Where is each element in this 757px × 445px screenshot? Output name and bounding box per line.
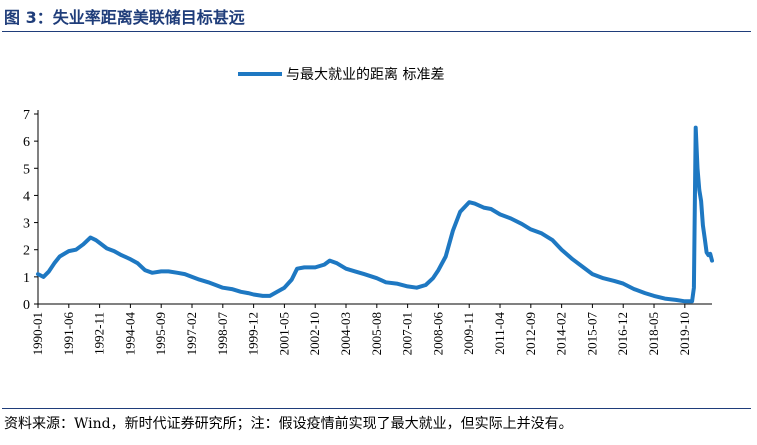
x-tick-label: 2008-06 [430,312,445,356]
y-tick-label: 0 [23,298,30,313]
x-tick-label: 2004-03 [338,312,353,355]
y-tick-label: 1 [23,271,30,286]
x-tick-label: 2015-07 [584,312,599,356]
x-tick-label: 1992-11 [92,312,107,355]
x-tick-label: 2012-09 [523,312,538,355]
y-tick-label: 2 [23,244,30,259]
y-tick-label: 6 [23,135,30,150]
x-tick-label: 2014-02 [554,312,569,355]
y-tick-label: 3 [23,217,30,232]
x-tick-label: 2007-01 [400,312,415,355]
x-tick-label: 1999-12 [246,312,261,355]
axes [37,110,712,305]
x-tick-label: 1991-06 [61,312,76,356]
y-tick-label: 4 [23,189,30,204]
x-tick-label: 2002-10 [307,312,322,355]
x-tick-label: 2001-05 [276,312,291,355]
title-divider [2,31,751,32]
legend-label: 与最大就业的距离 标准差 [286,66,444,83]
y-tick-label: 7 [23,108,30,123]
x-tick-label: 2005-08 [369,312,384,355]
y-axis-ticks: 0 1 2 3 4 5 6 7 [23,108,38,313]
x-axis-ticks: 1990-01 1991-06 1992-11 1994-04 1995-09 1997-… [30,304,692,355]
x-tick-label: 2018-05 [646,312,661,355]
x-tick-label: 2011-04 [492,312,507,355]
source-divider [2,408,751,409]
legend: 与最大就业的距离 标准差 [238,66,444,83]
x-tick-label: 2016-12 [615,312,630,355]
x-tick-label: 1990-01 [30,312,45,355]
series-line [36,125,714,304]
x-tick-label: 1998-07 [215,312,230,356]
x-tick-label: 2009-11 [461,312,476,355]
x-tick-label: 2019-10 [677,312,692,355]
x-tick-label: 1995-09 [153,312,168,355]
figure-title: 图 3：失业率距离美联储目标甚远 [4,4,245,28]
figure-title-text: 失业率距离美联储目标甚远 [52,8,245,27]
figure-label: 图 3： [4,8,53,27]
source-note: 资料来源：Wind，新时代证券研究所；注：假设疫情前实现了最大就业，但实际上并没… [4,416,573,432]
x-tick-label: 1997-02 [184,312,199,355]
unemployment-gap-chart: 与最大就业的距离 标准差 0 1 2 3 4 5 6 7 1990-01 1991-06 1992… [23,66,714,355]
x-tick-label: 1994-04 [122,312,137,356]
y-tick-label: 5 [23,162,30,177]
